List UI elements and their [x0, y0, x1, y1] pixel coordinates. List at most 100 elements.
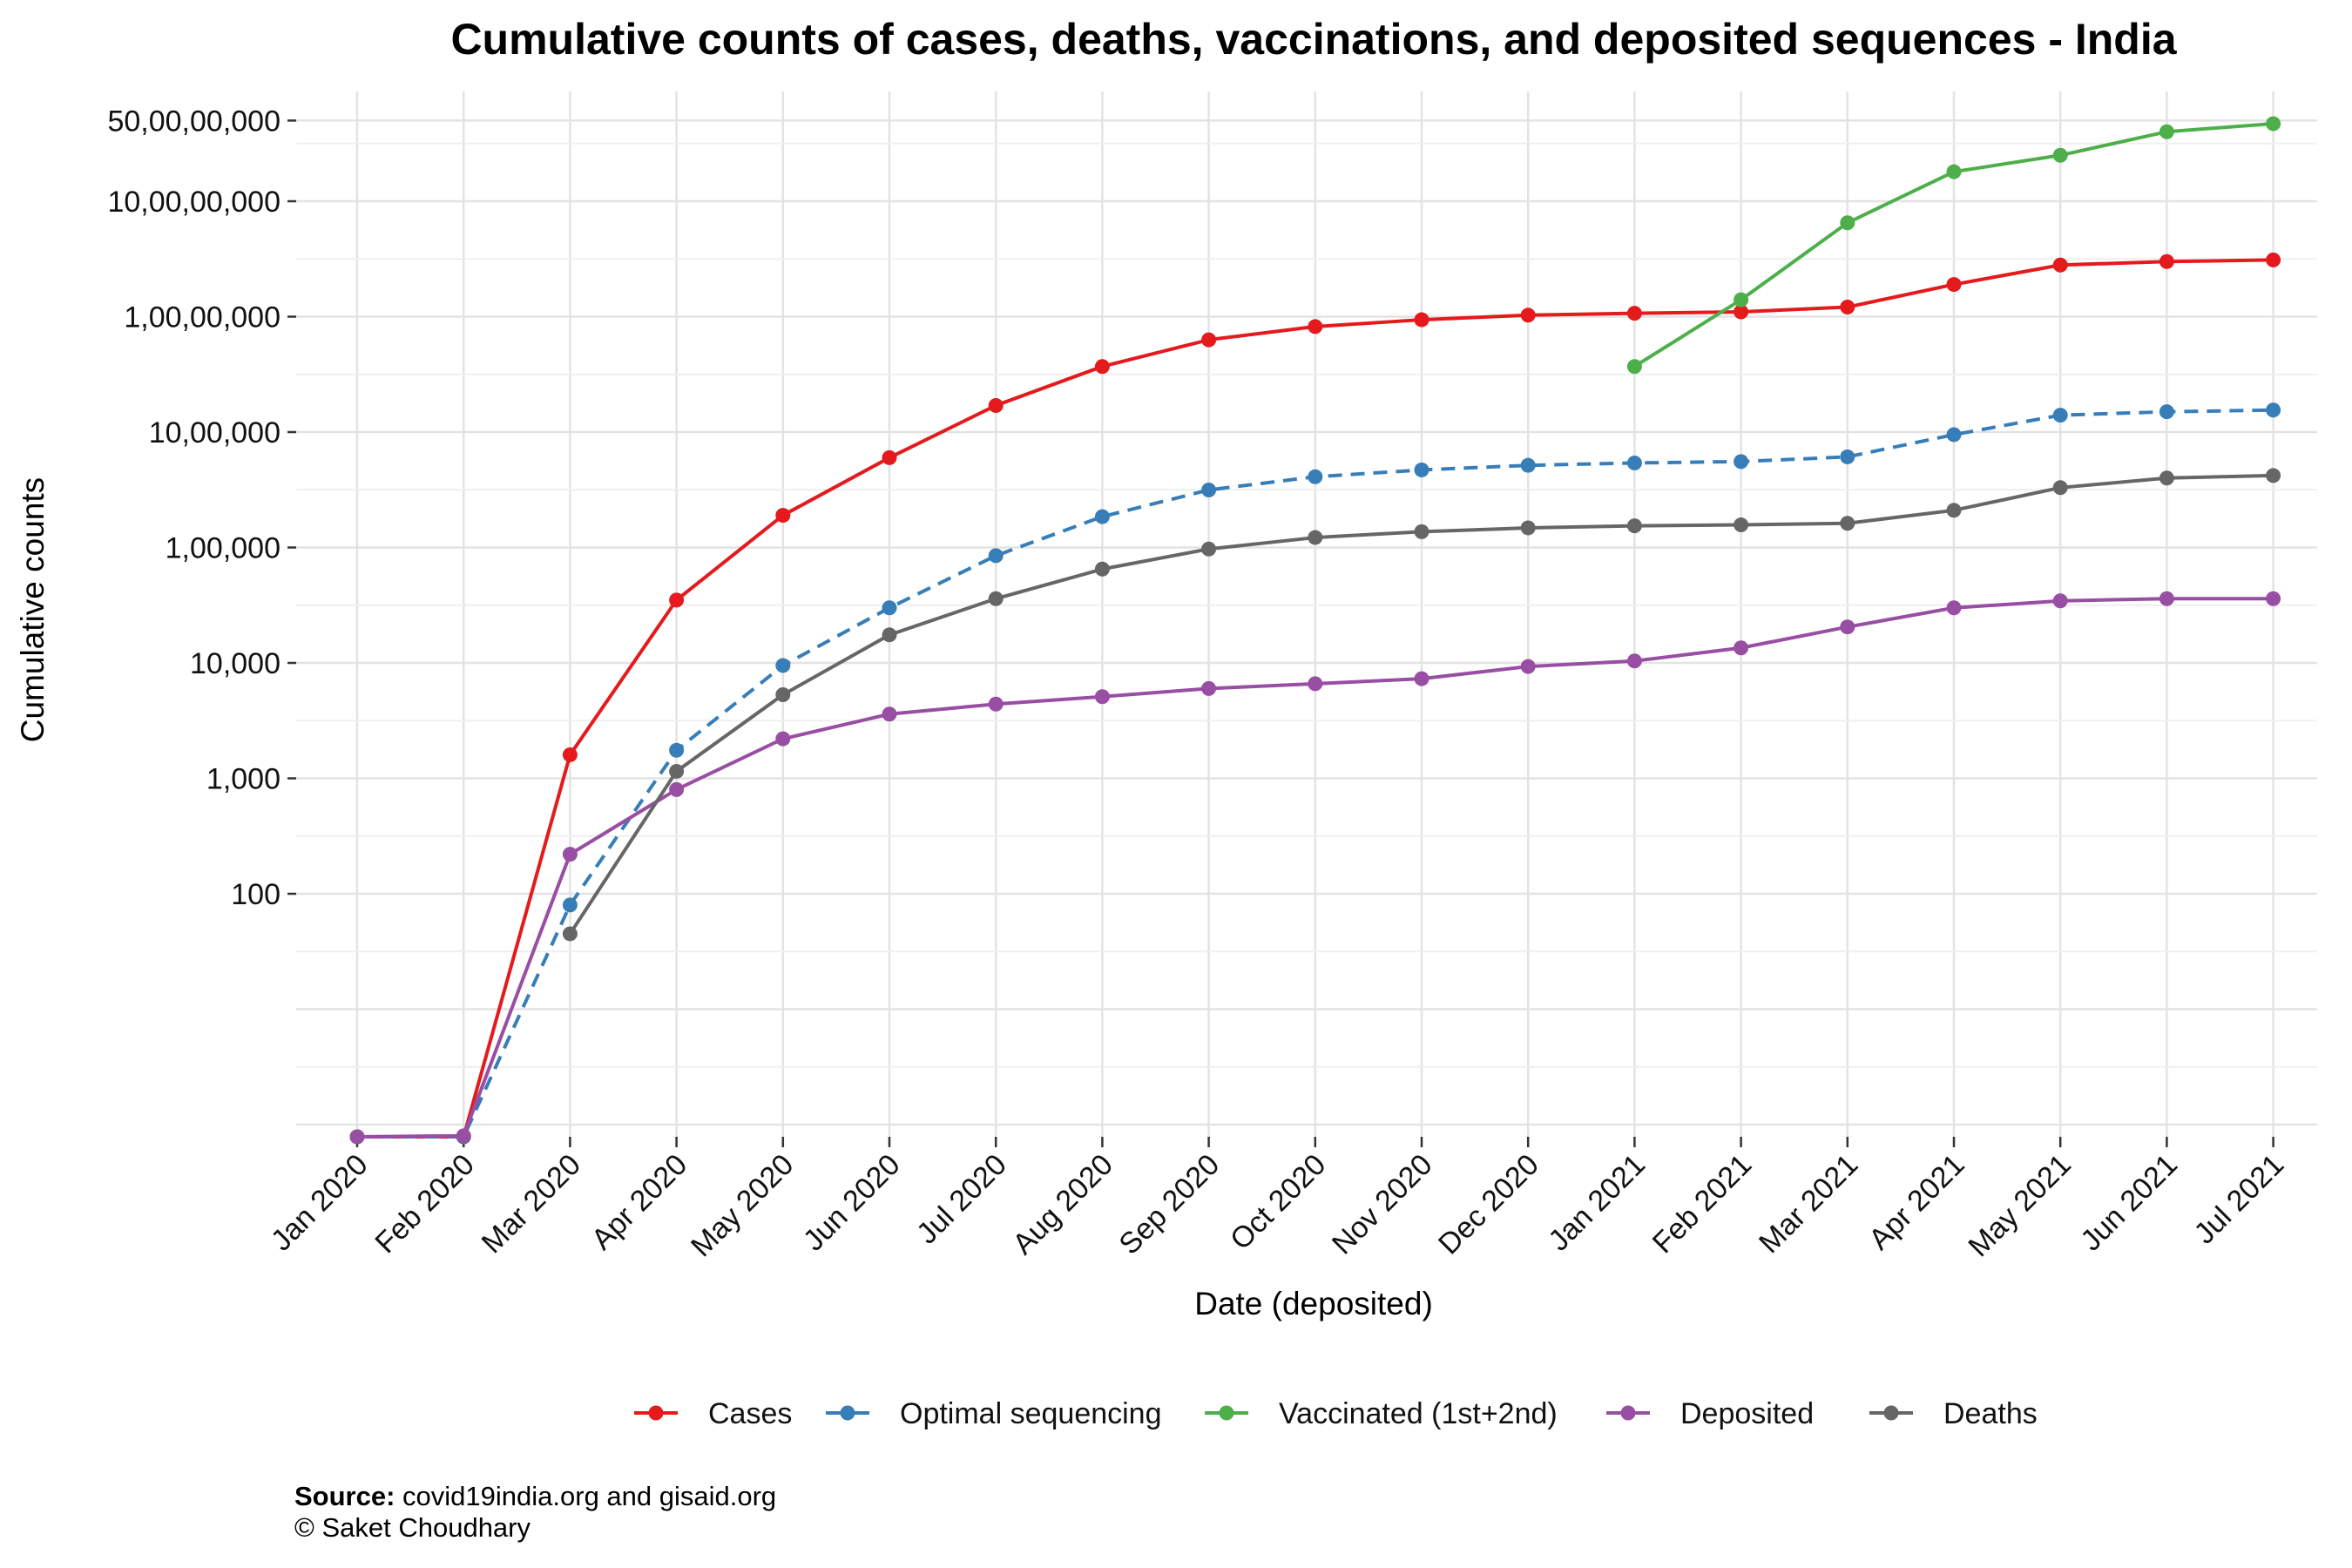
- legend-key-marker: [840, 1405, 855, 1421]
- legend-label: Deposited: [1680, 1397, 1814, 1430]
- data-point: [2266, 252, 2281, 267]
- legend-key-marker: [1620, 1405, 1636, 1421]
- data-point: [1201, 482, 1217, 497]
- data-point: [562, 847, 578, 862]
- legend-label: Optimal sequencing: [900, 1397, 1162, 1430]
- x-tick-label: May 2021: [1962, 1148, 2077, 1263]
- y-axis-title: Cumulative counts: [15, 477, 51, 742]
- data-point: [1414, 671, 1429, 686]
- data-point: [2159, 470, 2174, 486]
- data-point: [1734, 292, 1749, 308]
- data-point: [1414, 524, 1429, 539]
- x-axis-title: Date (deposited): [1194, 1286, 1433, 1321]
- credit-text: © Saket Choudhary: [294, 1512, 531, 1543]
- series-optimal-sequencing: [349, 402, 2281, 1145]
- data-point: [1094, 359, 1110, 375]
- series-layer: [349, 116, 2281, 1145]
- series-cases: [349, 252, 2281, 1145]
- legend-label: Cases: [708, 1397, 792, 1430]
- source-text: covid19india.org and gisaid.org: [402, 1481, 777, 1511]
- data-point: [775, 687, 791, 703]
- x-tick-label: Jan 2021: [1542, 1148, 1652, 1258]
- data-point: [1840, 300, 1855, 315]
- y-tick-label: 1,00,000: [166, 532, 280, 565]
- data-point: [1626, 653, 1642, 669]
- x-tick-label: Mar 2020: [476, 1148, 587, 1260]
- x-tick-label: May 2020: [685, 1148, 800, 1263]
- data-point: [1840, 449, 1855, 464]
- data-point: [1840, 619, 1855, 635]
- data-point: [1840, 516, 1855, 531]
- legend-item: Vaccinated (1st+2nd): [1205, 1397, 1558, 1430]
- data-point: [669, 781, 685, 797]
- x-tick-label: Jul 2020: [910, 1148, 1013, 1251]
- source-note: Source: covid19india.org and gisaid.org …: [294, 1481, 776, 1544]
- data-point: [2052, 147, 2068, 163]
- y-tick-label: 1,00,00,000: [124, 301, 280, 335]
- data-point: [1734, 640, 1749, 656]
- legend-item: Deaths: [1869, 1397, 2038, 1430]
- source-label: Source:: [294, 1481, 395, 1511]
- data-point: [775, 658, 791, 673]
- data-point: [988, 548, 1004, 564]
- chart-title: Cumulative counts of cases, deaths, vacc…: [450, 15, 2177, 64]
- data-point: [1520, 520, 1536, 536]
- data-point: [1308, 676, 1323, 692]
- x-tick-label: Feb 2021: [1646, 1148, 1758, 1260]
- y-tick-label: 10,000: [190, 647, 280, 680]
- data-point: [2266, 591, 2281, 606]
- x-tick-label: Apr 2021: [1862, 1148, 1970, 1256]
- legend-label: Vaccinated (1st+2nd): [1279, 1397, 1558, 1430]
- data-point: [1520, 457, 1536, 473]
- data-point: [1414, 312, 1429, 328]
- legend-item: Deposited: [1606, 1397, 1814, 1430]
- data-point: [669, 763, 685, 779]
- x-tick-label: Sep 2020: [1112, 1148, 1226, 1261]
- data-point: [2266, 468, 2281, 483]
- x-tick-label: Jun 2021: [2074, 1148, 2184, 1258]
- data-point: [1308, 319, 1323, 335]
- data-point: [1520, 659, 1536, 674]
- data-point: [988, 591, 1004, 606]
- data-point: [1308, 530, 1323, 545]
- data-point: [562, 926, 578, 942]
- data-point: [775, 508, 791, 524]
- data-point: [1520, 308, 1536, 323]
- x-tick-label: Jan 2020: [265, 1148, 375, 1258]
- data-point: [2052, 408, 2068, 423]
- data-point: [2052, 593, 2068, 609]
- data-point: [882, 600, 897, 616]
- series-deaths: [562, 468, 2281, 942]
- data-point: [1308, 469, 1323, 484]
- x-tick-label: Nov 2020: [1326, 1148, 1439, 1261]
- data-point: [2159, 124, 2174, 139]
- y-tick-label: 10,00,000: [149, 416, 280, 449]
- x-tick-label: Feb 2020: [368, 1148, 480, 1260]
- x-tick-label: Jun 2020: [797, 1148, 907, 1258]
- data-point: [1626, 359, 1642, 375]
- data-point: [1094, 509, 1110, 524]
- data-point: [882, 627, 897, 643]
- legend-key-marker: [648, 1405, 664, 1421]
- series-vaccinated-1st-2nd: [1626, 116, 2281, 375]
- data-point: [2266, 402, 2281, 418]
- data-point: [456, 1128, 471, 1144]
- x-tick-label: Jul 2021: [2187, 1148, 2290, 1251]
- data-point: [1201, 541, 1217, 557]
- legend-key-marker: [1219, 1405, 1234, 1421]
- data-point: [1414, 462, 1429, 477]
- legend-item: Cases: [634, 1397, 792, 1430]
- data-point: [1946, 164, 1962, 179]
- legend-item: Optimal sequencing: [826, 1397, 1162, 1430]
- y-tick-label: 100: [231, 878, 280, 911]
- data-point: [1946, 503, 1962, 518]
- data-point: [1201, 332, 1217, 348]
- legend: Cases Optimal sequencing Vaccinated (1st+2…: [634, 1397, 2038, 1430]
- y-tick-label: 1,000: [206, 763, 280, 796]
- data-point: [775, 731, 791, 747]
- data-point: [1946, 600, 1962, 616]
- data-point: [2159, 591, 2174, 606]
- y-tick-label: 50,00,00,000: [107, 105, 280, 138]
- y-tick-label: 10,00,00,000: [107, 186, 280, 219]
- legend-label: Deaths: [1943, 1397, 2038, 1430]
